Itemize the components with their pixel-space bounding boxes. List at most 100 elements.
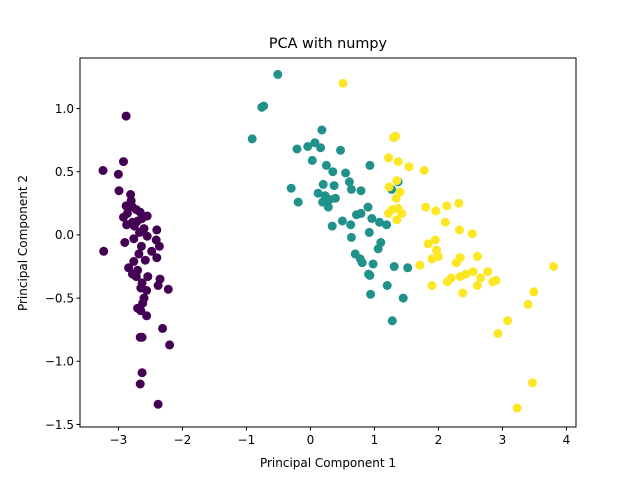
scatter-point [382,220,392,230]
x-axis-label: Principal Component 1 [260,456,396,470]
scatter-point [384,153,393,163]
y-tick-label: −0.5 [45,291,74,305]
scatter-point [341,168,351,178]
scatter-point [455,225,464,235]
scatter-point [152,225,162,235]
x-tick-label: 1 [371,433,379,447]
scatter-point [153,399,163,409]
scatter-point [356,186,366,196]
scatter-point [423,239,433,249]
scatter-point [336,145,345,155]
scatter-point [114,186,124,196]
scatter-point [397,208,407,218]
scatter-point [523,299,533,309]
scatter-point [404,162,414,172]
scatter-point [134,249,144,259]
scatter-point [393,157,403,167]
scatter-point [136,241,146,251]
scatter-point [323,202,333,212]
scatter-point [152,253,162,263]
scatter-point [330,193,340,203]
scatter-point [158,323,168,333]
scatter-point [364,227,374,237]
scatter-point [142,231,152,241]
scatter-point [368,259,378,269]
scatter-point [427,254,437,264]
scatter-point [528,378,537,388]
scatter-point [129,221,139,231]
scatter-point [120,238,130,247]
x-tick-label: −1 [238,433,256,447]
scatter-point [337,216,347,226]
scatter-point [442,201,452,211]
scatter-point [119,157,128,167]
scatter-point [454,198,464,208]
scatter-point [431,206,441,216]
scatter-point [329,181,339,191]
scatter-point [421,202,431,212]
scatter-point [365,160,375,170]
scatter-point [143,272,153,282]
scatter-point [415,260,425,270]
scatter-point [293,197,303,207]
x-tick-label: 2 [435,433,443,447]
scatter-point [165,340,175,350]
scatter-point [137,368,147,378]
plot-frame [79,57,577,428]
scatter-point [430,235,440,245]
scatter-point [316,143,326,153]
scatter-point [476,273,486,283]
scatter-point [135,379,145,389]
scatter-point [140,255,150,265]
y-axis-ticks: −1.5 −1.0 −0.5 0.0 0.5 1.0 [45,102,80,432]
scatter-point [307,155,317,165]
scatter-point [365,270,375,280]
scatter-point [387,316,397,326]
x-tick-label: 3 [499,433,507,447]
scatter-point [488,277,498,287]
scatter-point [483,267,493,277]
scatter-point [529,287,539,297]
x-tick-label: −3 [110,433,128,447]
scatter-point [318,179,328,189]
scatter-point [392,176,402,186]
scatter-point [467,229,477,239]
scatter-points [98,69,559,413]
scatter-point [313,188,323,198]
scatter-point [346,184,356,194]
scatter-point [292,144,302,154]
scatter-point [382,281,392,290]
scatter-point [98,166,108,175]
scatter-point [458,288,468,298]
scatter-point [512,403,522,413]
scatter-point [154,241,164,251]
scatter-point [373,244,383,254]
x-tick-label: 4 [563,433,571,447]
scatter-point [344,177,354,187]
y-axis-label: Principal Component 2 [16,175,30,311]
scatter-point [346,220,356,230]
scatter-point [472,281,482,290]
scatter-point [398,293,408,303]
scatter-point [327,221,337,231]
scatter-point [356,208,366,218]
scatter-point [135,227,144,237]
scatter-point [135,332,145,342]
y-tick-label: 1.0 [55,102,74,116]
scatter-point [247,134,257,144]
scatter-point [129,257,139,266]
scatter-point [419,166,429,175]
scatter-point [259,101,269,111]
scatter-point [403,263,413,273]
scatter-point [133,303,143,313]
scatter-point [384,208,393,218]
y-tick-label: −1.0 [45,355,74,369]
scatter-point [321,160,331,170]
scatter-point [346,232,356,242]
scatter-point [273,69,283,79]
scatter-point [357,258,367,268]
scatter-point [122,220,132,230]
scatter-point [113,169,123,179]
y-tick-label: 0.5 [55,165,74,179]
scatter-point [119,212,128,222]
